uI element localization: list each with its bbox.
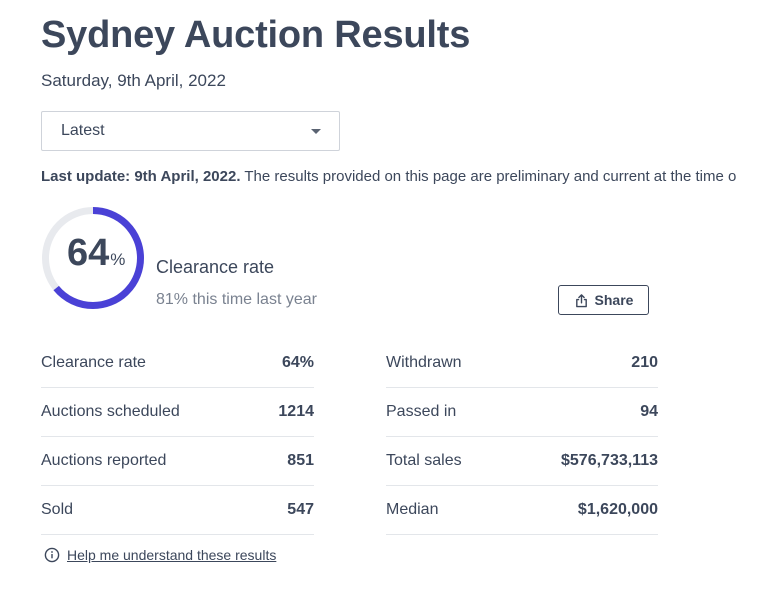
gauge-progress [42, 207, 144, 309]
stat-value: $1,620,000 [577, 501, 658, 518]
help-link[interactable]: Help me understand these results [44, 547, 276, 563]
results-period-select[interactable]: Latest [41, 111, 340, 151]
gauge-value: 64% [67, 234, 125, 272]
gauge-unit: % [110, 250, 126, 269]
stat-label: Median [386, 501, 439, 518]
stat-label: Total sales [386, 452, 462, 469]
stat-value: 210 [631, 354, 658, 371]
share-label: Share [594, 292, 634, 308]
auction-date: Saturday, 9th April, 2022 [41, 71, 226, 90]
stat-row: Auctions scheduled 1214 [41, 388, 314, 437]
stat-row: Withdrawn 210 [386, 339, 658, 388]
last-year-comparison: 81% this time last year [156, 291, 317, 308]
stat-row: Clearance rate 64% [41, 339, 314, 388]
stat-value: 851 [287, 452, 314, 469]
stat-value: 547 [287, 501, 314, 518]
last-update-text: The results provided on this page are pr… [240, 168, 737, 185]
select-value: Latest [61, 122, 105, 139]
stat-row: Passed in 94 [386, 388, 658, 437]
stat-label: Clearance rate [41, 354, 146, 371]
last-update-label: Last update: 9th April, 2022. [41, 168, 241, 185]
stat-value: 1214 [278, 403, 314, 420]
stat-label: Auctions reported [41, 452, 167, 469]
stat-value: $576,733,113 [561, 452, 658, 469]
share-button[interactable]: Share [558, 285, 649, 315]
clearance-rate-label: Clearance rate [156, 257, 275, 277]
stat-row: Total sales $576,733,113 [386, 437, 658, 486]
stat-label: Withdrawn [386, 354, 462, 371]
stat-label: Sold [41, 501, 74, 518]
stat-value: 64% [281, 354, 314, 371]
chevron-down-icon [311, 129, 321, 134]
stat-row: Median $1,620,000 [386, 486, 658, 535]
stat-row: Auctions reported 851 [41, 437, 314, 486]
stats-table-left: Clearance rate 64% Auctions scheduled 1214… [41, 339, 314, 535]
page-title: Sydney Auction Results [41, 14, 471, 56]
help-link-label: Help me understand these results [67, 547, 277, 563]
info-icon [44, 547, 60, 563]
stats-table-right: Withdrawn 210 Passed in 94 Total sales $576… [386, 339, 658, 535]
stat-row: Sold 547 [41, 486, 314, 535]
gauge-number: 64 [67, 232, 110, 274]
clearance-gauge [42, 207, 144, 309]
stat-value: 94 [640, 403, 658, 420]
last-update-notice: Last update: 9th April, 2022. The result… [41, 168, 736, 185]
stat-label: Passed in [386, 403, 457, 420]
share-icon [575, 293, 587, 307]
stat-label: Auctions scheduled [41, 403, 180, 420]
